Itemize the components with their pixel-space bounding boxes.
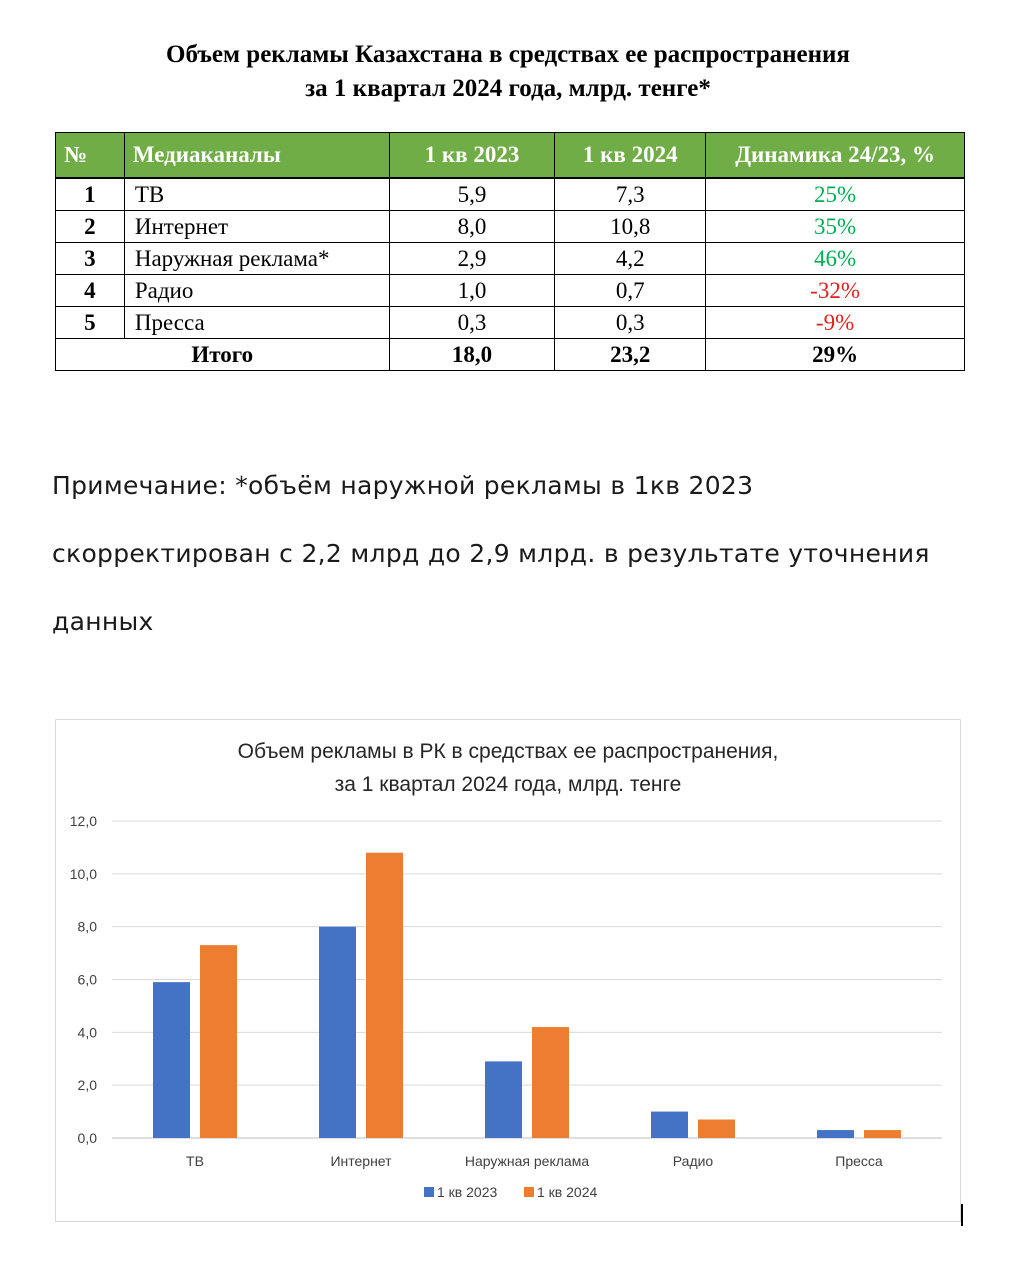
header-q2024: 1 кв 2024 [554, 132, 707, 179]
total-q2023: 18,0 [388, 338, 556, 371]
row-number: 2 [55, 210, 125, 243]
table-header-row: № Медиаканалы 1 кв 2023 1 кв 2024 Динами… [55, 132, 965, 179]
chart-title-line1: Объем рекламы в РК в средствах ее распро… [238, 740, 779, 763]
y-tick-label: 6,0 [78, 972, 98, 988]
row-q2023: 1,0 [388, 274, 556, 307]
document-title: Объем рекламы Казахстана в средствах ее … [0, 38, 1016, 106]
table-row: 1 ТВ 5,9 7,3 25% [55, 177, 965, 211]
row-q2024: 4,2 [554, 242, 707, 275]
total-dynamics: 29% [705, 338, 965, 371]
row-dynamics: 25% [705, 177, 965, 211]
row-dynamics: -32% [705, 274, 965, 307]
document-title-line2: за 1 квартал 2024 года, млрд. тенге* [305, 75, 711, 102]
x-tick-label: Наружная реклама [465, 1153, 589, 1169]
bar-1 [817, 1130, 854, 1138]
row-q2023: 5,9 [388, 177, 556, 211]
chart-title-line2: за 1 квартал 2024 года, млрд. тенге [335, 773, 682, 796]
bar-1 [153, 982, 190, 1138]
bar-2 [366, 852, 403, 1138]
row-channel: ТВ [123, 177, 390, 211]
x-tick-label: ТВ [186, 1153, 204, 1169]
row-number: 4 [55, 274, 125, 307]
table-total-row: Итого 18,0 23,2 29% [55, 338, 965, 371]
x-tick-label: Радио [673, 1153, 714, 1169]
table-row: 3 Наружная реклама* 2,9 4,2 46% [55, 242, 965, 275]
note-line3: данных [52, 607, 154, 636]
y-tick-label: 2,0 [78, 1077, 98, 1093]
document-title-line1: Объем рекламы Казахстана в средствах ее … [166, 41, 850, 68]
total-label: Итого [55, 338, 390, 371]
row-number: 1 [55, 177, 125, 211]
bar-2 [698, 1119, 735, 1138]
row-channel: Наружная реклама* [123, 242, 390, 275]
note-line1: Примечание: *объём наружной рекламы в 1к… [52, 471, 754, 500]
media-table: № Медиаканалы 1 кв 2023 1 кв 2024 Динами… [55, 132, 965, 371]
total-q2024: 23,2 [554, 338, 707, 371]
x-tick-label: Пресса [835, 1153, 883, 1169]
note: Примечание: *объём наружной рекламы в 1к… [52, 452, 972, 656]
row-dynamics: 35% [705, 210, 965, 243]
header-channel: Медиаканалы [123, 132, 390, 179]
y-tick-label: 10,0 [70, 866, 97, 882]
table-row: 4 Радио 1,0 0,7 -32% [55, 274, 965, 307]
bar-2 [532, 1027, 569, 1138]
chart-container: Объем рекламы в РК в средствах ее распро… [55, 719, 961, 1222]
row-q2023: 8,0 [388, 210, 556, 243]
row-channel: Интернет [123, 210, 390, 243]
row-dynamics: -9% [705, 306, 965, 339]
row-number: 5 [55, 306, 125, 339]
bar-1 [319, 926, 356, 1138]
row-channel: Радио [123, 274, 390, 307]
row-dynamics: 46% [705, 242, 965, 275]
header-dynamics: Динамика 24/23, % [705, 132, 965, 179]
row-q2024: 0,7 [554, 274, 707, 307]
row-q2023: 0,3 [388, 306, 556, 339]
row-number: 3 [55, 242, 125, 275]
legend-label: 1 кв 2023 [437, 1184, 497, 1200]
edge-mark [961, 1204, 963, 1226]
bar-2 [200, 945, 237, 1138]
row-channel: Пресса [123, 306, 390, 339]
table-row: 2 Интернет 8,0 10,8 35% [55, 210, 965, 243]
row-q2023: 2,9 [388, 242, 556, 275]
row-q2024: 10,8 [554, 210, 707, 243]
y-tick-label: 8,0 [78, 919, 98, 935]
bar-2 [864, 1130, 901, 1138]
table-row: 5 Пресса 0,3 0,3 -9% [55, 306, 965, 339]
bar-chart: Объем рекламы в РК в средствах ее распро… [70, 740, 942, 1200]
y-tick-label: 12,0 [70, 813, 97, 829]
bar-1 [485, 1061, 522, 1138]
y-tick-label: 4,0 [78, 1024, 98, 1040]
legend-label: 1 кв 2024 [537, 1184, 597, 1200]
header-q2023: 1 кв 2023 [388, 132, 556, 179]
row-q2024: 7,3 [554, 177, 707, 211]
bar-1 [651, 1111, 688, 1138]
note-line2: скорректирован с 2,2 млрд до 2,9 млрд. в… [52, 539, 930, 568]
header-number: № [55, 132, 125, 179]
legend-swatch [424, 1187, 434, 1197]
row-q2024: 0,3 [554, 306, 707, 339]
legend-swatch [524, 1187, 534, 1197]
y-tick-label: 0,0 [78, 1130, 98, 1146]
x-tick-label: Интернет [330, 1153, 392, 1169]
